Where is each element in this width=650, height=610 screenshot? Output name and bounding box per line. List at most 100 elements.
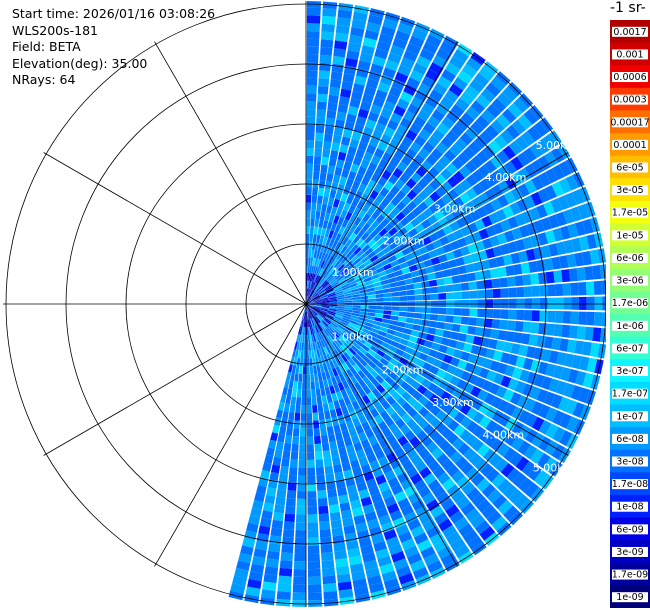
range-bin — [430, 307, 439, 314]
range-bin — [323, 188, 331, 198]
range-bin — [314, 140, 323, 149]
range-bin — [514, 321, 524, 332]
range-bin — [317, 356, 323, 365]
range-bin — [374, 317, 383, 323]
range-bin — [361, 367, 370, 376]
range-bin — [388, 86, 402, 98]
range-bin — [495, 208, 507, 222]
range-bin — [509, 452, 523, 467]
range-bin — [429, 405, 441, 417]
range-bin — [411, 206, 423, 217]
range-bin — [514, 135, 529, 151]
range-bin — [494, 458, 509, 473]
range-bin — [368, 70, 382, 82]
range-bin — [236, 560, 251, 571]
range-bin — [351, 400, 360, 411]
range-ring-label: 2.00km — [383, 234, 425, 247]
range-bin — [441, 458, 455, 472]
range-bin — [435, 398, 447, 410]
range-bin — [449, 375, 461, 387]
range-bin — [437, 285, 446, 293]
range-bin — [385, 250, 395, 259]
range-bin — [400, 91, 414, 103]
range-bin — [500, 219, 512, 232]
range-bin — [295, 404, 301, 414]
range-bin — [385, 59, 399, 72]
range-bin — [318, 312, 326, 319]
range-bin — [423, 259, 433, 268]
range-bin — [422, 141, 435, 154]
range-bin — [478, 228, 490, 240]
range-bin — [366, 216, 376, 226]
range-bin — [378, 438, 390, 449]
range-bin — [425, 154, 438, 166]
range-bin — [465, 106, 480, 120]
range-bin — [306, 54, 319, 63]
range-bin — [316, 333, 321, 341]
range-bin — [430, 256, 441, 266]
range-bin — [383, 529, 397, 541]
azimuth-spoke — [305, 152, 569, 305]
range-bin — [351, 131, 362, 141]
range-bin — [290, 396, 297, 405]
range-bin — [493, 350, 503, 362]
range-bin — [303, 358, 307, 367]
range-bin — [386, 451, 398, 463]
range-bin — [357, 141, 368, 152]
range-bin — [358, 414, 368, 425]
range-bin — [492, 288, 501, 299]
range-bin — [327, 335, 334, 343]
range-bin — [326, 326, 333, 334]
range-bin — [369, 229, 379, 239]
range-bin — [258, 525, 271, 536]
range-bin — [406, 466, 419, 479]
colorbar-label: 1e-05 — [616, 230, 643, 241]
range-bin — [310, 281, 314, 290]
range-bin — [458, 205, 470, 217]
range-bin — [352, 11, 368, 22]
range-bin — [308, 289, 312, 297]
range-bin — [477, 308, 486, 318]
range-bin — [407, 492, 421, 505]
range-bin — [464, 362, 475, 373]
range-bin — [351, 180, 361, 191]
range-bin — [382, 366, 392, 376]
range-bin — [317, 267, 322, 276]
range-bin — [315, 210, 321, 220]
range-bin — [441, 414, 454, 427]
range-bin — [369, 526, 383, 537]
ray — [306, 304, 323, 607]
range-bin — [312, 296, 320, 301]
range-bin — [439, 440, 452, 453]
range-bin — [325, 263, 332, 272]
range-bin — [437, 314, 446, 322]
range-bin — [375, 548, 390, 560]
range-bin — [322, 450, 331, 459]
range-bin — [491, 409, 504, 423]
range-bin — [309, 233, 314, 242]
range-bin — [294, 412, 301, 421]
range-bin — [336, 326, 345, 333]
range-bin — [313, 305, 322, 307]
range-bin — [429, 314, 439, 321]
range-bin — [444, 276, 453, 285]
range-bin — [378, 254, 388, 263]
range-bin — [338, 446, 348, 457]
range-bin — [474, 135, 488, 150]
range-bin — [272, 424, 280, 434]
range-bin — [491, 278, 501, 289]
range-bin — [509, 202, 522, 216]
range-bin — [440, 337, 450, 346]
range-bin — [548, 214, 560, 229]
range-bin — [461, 291, 470, 300]
range-bin — [365, 283, 375, 289]
range-bin — [422, 172, 435, 184]
range-bin — [312, 257, 316, 266]
range-bin — [331, 351, 338, 360]
range-bin — [360, 404, 370, 415]
range-bin — [311, 282, 316, 290]
range-bin — [425, 265, 435, 274]
range-bin — [345, 444, 356, 455]
range-bin — [360, 299, 369, 303]
range-bin — [292, 435, 300, 445]
